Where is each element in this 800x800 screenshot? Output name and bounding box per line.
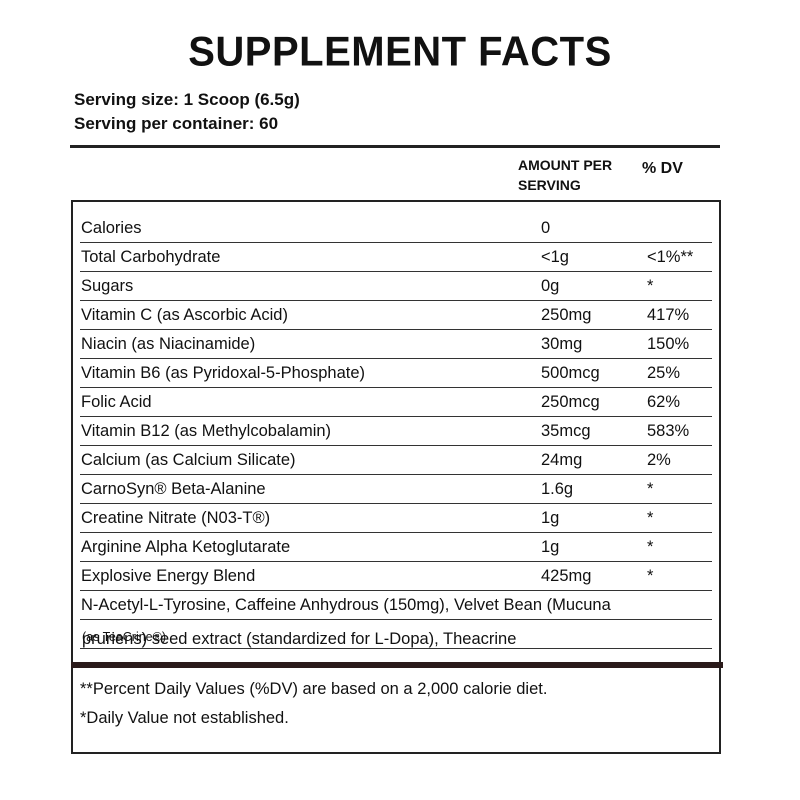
row-dv: 150% [647,335,690,353]
blend-ingredients-line2: pruriens) seed extract (standardized for… [80,620,712,649]
row-name: Vitamin C (as Ascorbic Acid) [81,306,288,324]
facts-table: Calories 0 Total Carbohydrate <1g <1%** … [71,200,723,754]
table-row-beta-alanine: CarnoSyn® Beta-Alanine 1.6g * [80,475,712,504]
row-name: Calcium (as Calcium Silicate) [81,451,296,469]
row-name: Vitamin B12 (as Methylcobalamin) [81,422,332,440]
row-name: Sugars [81,277,134,295]
amount-header: AMOUNT PER SERVING [518,155,628,195]
row-dv: * [647,567,654,585]
row-amount: 35mcg [541,422,591,440]
row-dv: 417% [647,306,690,324]
row-dv: * [647,277,654,295]
row-amount: 425mg [541,567,592,585]
servings-per-container: Serving per container: 60 [74,114,279,133]
row-name: Total Carbohydrate [81,248,221,266]
page-title: SUPPLEMENT FACTS [188,28,612,76]
table-row-vitamin-b12: Vitamin B12 (as Methylcobalamin) 35mcg 5… [80,417,712,446]
table-row-total-carbohydrate: Total Carbohydrate <1g <1%** [80,243,712,272]
row-dv: 583% [647,422,690,440]
row-amount: 500mcg [541,364,600,382]
blend-ingredients-line1: N-Acetyl-L-Tyrosine, Caffeine Anhydrous … [80,591,712,620]
table-row-calcium: Calcium (as Calcium Silicate) 24mg 2% [80,446,712,475]
row-amount: 250mg [541,306,592,324]
footnote-dv-not-established: *Daily Value not established. [80,709,289,727]
row-name: Calories [81,219,142,237]
row-amount: 0g [541,277,560,295]
table-row-folic-acid: Folic Acid 250mcg 62% [80,388,712,417]
row-dv: * [647,480,654,498]
row-name: Creatine Nitrate (N03-T®) [81,509,271,527]
blend-text: pruriens) seed extract (standardized for… [82,630,517,648]
amount-header-line1: AMOUNT PER [518,157,613,173]
row-amount: 1g [541,538,560,556]
table-row-vitamin-b6: Vitamin B6 (as Pyridoxal-5-Phosphate) 50… [80,359,712,388]
row-amount: 1g [541,509,560,527]
row-name: Folic Acid [81,393,152,411]
section-divider [71,662,723,668]
blend-small-text: (as TeaCrine®) [82,630,167,644]
row-dv: * [647,538,654,556]
footnote-percent-dv: **Percent Daily Values (%DV) are based o… [80,680,548,698]
blend-text: N-Acetyl-L-Tyrosine, Caffeine Anhydrous … [81,596,611,614]
row-amount: <1g [541,248,569,266]
row-amount: 1.6g [541,480,574,498]
row-amount: 0 [541,219,551,237]
row-name: Explosive Energy Blend [81,567,256,585]
table-row-sugars: Sugars 0g * [80,272,712,301]
row-amount: 30mg [541,335,583,353]
row-name: Niacin (as Niacinamide) [81,335,256,353]
row-dv: 25% [647,364,681,382]
row-name: CarnoSyn® Beta-Alanine [81,480,266,498]
row-amount: 24mg [541,451,583,469]
table-row-calories: Calories 0 [80,214,712,243]
row-dv: * [647,509,654,527]
table-row-arginine-akg: Arginine Alpha Ketoglutarate 1g * [80,533,712,562]
row-dv: <1%** [647,248,694,266]
amount-header-line2: SERVING [518,177,581,193]
row-dv: 62% [647,393,681,411]
row-name: Arginine Alpha Ketoglutarate [81,538,291,556]
dv-header: % DV [642,160,683,177]
row-amount: 250mcg [541,393,600,411]
table-row-energy-blend: Explosive Energy Blend 425mg * [80,562,712,591]
row-dv: 2% [647,451,671,469]
top-divider [70,145,720,148]
table-row-niacin: Niacin (as Niacinamide) 30mg 150% [80,330,712,359]
row-name: Vitamin B6 (as Pyridoxal-5-Phosphate) [81,364,365,382]
table-row-vitamin-c: Vitamin C (as Ascorbic Acid) 250mg 417% [80,301,712,330]
table-row-creatine-nitrate: Creatine Nitrate (N03-T®) 1g * [80,504,712,533]
serving-size: Serving size: 1 Scoop (6.5g) [74,90,300,109]
